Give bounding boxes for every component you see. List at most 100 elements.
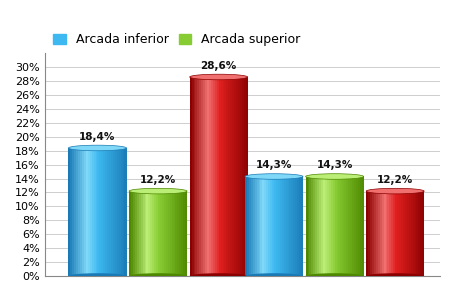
Bar — [333, 176, 335, 276]
Bar — [192, 77, 194, 276]
Bar — [173, 191, 176, 276]
Bar — [190, 77, 192, 276]
Bar — [103, 148, 106, 276]
Bar — [366, 191, 369, 276]
Bar — [342, 176, 344, 276]
Bar — [283, 176, 286, 276]
Ellipse shape — [190, 273, 248, 279]
Bar — [242, 77, 244, 276]
Bar — [168, 191, 170, 276]
Bar — [197, 77, 200, 276]
Bar — [179, 191, 182, 276]
Bar — [362, 176, 364, 276]
Bar — [122, 148, 125, 276]
Bar — [222, 77, 225, 276]
Bar — [230, 77, 233, 276]
Bar — [385, 191, 388, 276]
Text: 14,3%: 14,3% — [256, 160, 292, 170]
Bar — [276, 176, 278, 276]
Bar — [397, 191, 399, 276]
Bar — [238, 77, 240, 276]
Ellipse shape — [366, 273, 424, 279]
Bar — [415, 191, 417, 276]
Bar — [177, 191, 180, 276]
Bar — [309, 176, 312, 276]
Ellipse shape — [190, 74, 248, 80]
Bar — [101, 148, 103, 276]
Bar — [109, 148, 111, 276]
Bar — [405, 191, 407, 276]
Bar — [401, 191, 403, 276]
Bar — [201, 77, 203, 276]
Bar — [268, 176, 270, 276]
Bar — [409, 191, 411, 276]
Bar — [416, 191, 419, 276]
Bar — [286, 176, 288, 276]
Bar — [240, 77, 242, 276]
Bar — [368, 191, 370, 276]
Bar — [331, 176, 333, 276]
Bar — [234, 77, 236, 276]
Bar — [137, 191, 139, 276]
Bar — [384, 191, 386, 276]
Bar — [88, 148, 90, 276]
Bar — [105, 148, 107, 276]
Bar — [236, 77, 238, 276]
Bar — [215, 77, 217, 276]
Bar — [97, 148, 100, 276]
Bar — [224, 77, 227, 276]
Ellipse shape — [245, 273, 303, 279]
Bar — [139, 191, 141, 276]
Bar — [346, 176, 349, 276]
Bar — [246, 77, 248, 276]
Bar — [162, 191, 164, 276]
Bar — [209, 77, 211, 276]
Bar — [249, 176, 251, 276]
Bar — [313, 176, 315, 276]
Bar — [219, 77, 221, 276]
Bar — [111, 148, 113, 276]
Text: 12,2%: 12,2% — [377, 175, 413, 185]
Bar — [176, 191, 177, 276]
Text: 18,4%: 18,4% — [79, 132, 116, 142]
Bar — [96, 148, 98, 276]
Bar — [306, 176, 308, 276]
Bar — [323, 176, 325, 276]
Bar — [185, 191, 187, 276]
Bar — [339, 176, 341, 276]
Text: 14,3%: 14,3% — [316, 160, 353, 170]
Bar — [141, 191, 143, 276]
Bar — [325, 176, 327, 276]
Bar — [350, 176, 352, 276]
Bar — [321, 176, 323, 276]
Bar — [327, 176, 329, 276]
Bar — [389, 191, 392, 276]
Bar — [133, 191, 135, 276]
Bar — [413, 191, 415, 276]
Bar — [117, 148, 119, 276]
Text: 28,6%: 28,6% — [201, 61, 237, 71]
Bar — [72, 148, 75, 276]
Bar — [378, 191, 380, 276]
Bar — [221, 77, 223, 276]
Ellipse shape — [68, 273, 126, 279]
Bar — [217, 77, 219, 276]
Bar — [84, 148, 86, 276]
Bar — [150, 191, 152, 276]
Bar — [156, 191, 158, 276]
Bar — [90, 148, 92, 276]
Bar — [280, 176, 282, 276]
Bar — [299, 176, 301, 276]
Bar — [311, 176, 313, 276]
Bar — [135, 191, 137, 276]
Bar — [244, 77, 246, 276]
Bar — [205, 77, 207, 276]
Bar — [297, 176, 299, 276]
Bar — [407, 191, 409, 276]
Bar — [107, 148, 109, 276]
Bar — [115, 148, 117, 276]
Bar — [193, 77, 196, 276]
Bar — [158, 191, 160, 276]
Bar — [380, 191, 382, 276]
Bar — [113, 148, 115, 276]
